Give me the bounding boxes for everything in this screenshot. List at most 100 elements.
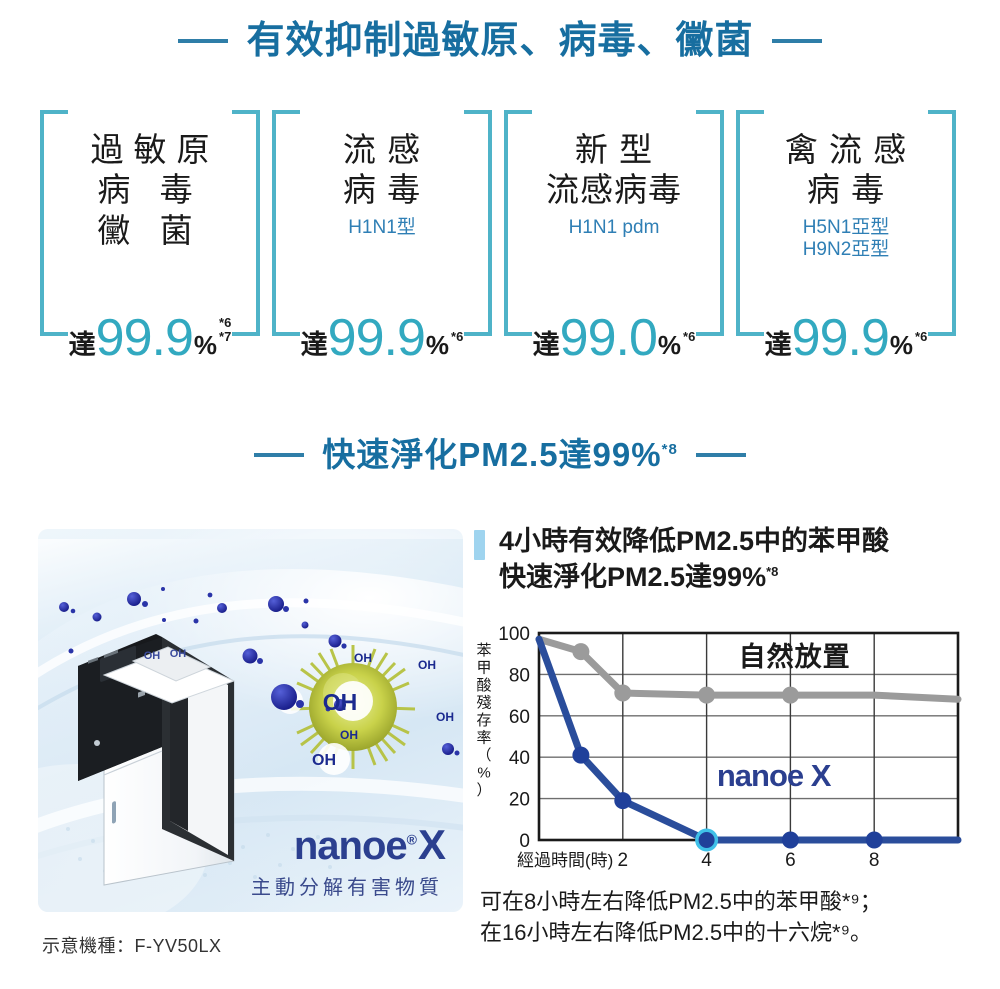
card-bracket: 新 型 流感病毒 H1N1 pdm	[504, 110, 724, 336]
bracket-right	[464, 110, 492, 336]
pm25-bullet-block: 4小時有效降低PM2.5中的苯甲酸 快速淨化PM2.5達99%*8	[474, 524, 994, 596]
svg-text:60: 60	[509, 707, 530, 728]
card-bracket: 流 感 病 毒 H1N1型	[272, 110, 492, 336]
svg-text:（: （	[476, 747, 491, 764]
card-bracket: 過敏原 病 毒 黴 菌	[40, 110, 260, 336]
svg-text:0: 0	[519, 831, 530, 852]
percentage-footnote-ref: *6	[683, 329, 696, 345]
svg-text:存: 存	[476, 712, 491, 729]
footnote-line-1: 可在8小時左右降低PM2.5中的苯甲酸*⁹；	[480, 889, 882, 914]
percentage-prefix: 達	[764, 329, 792, 360]
footnote-line-2: 在16小時左右降低PM2.5中的十六烷*⁹。	[480, 920, 873, 946]
svg-text:%: %	[477, 765, 490, 782]
oh-labels: OH OH OH OH OH OH OH OH	[144, 648, 454, 769]
headline-dash-left	[178, 39, 229, 43]
headline-2-text: 快速淨化PM2.5達99%*8	[322, 438, 678, 471]
card-percentage: 達 99.9 % *6 *7	[40, 309, 260, 367]
svg-text:40: 40	[509, 748, 530, 769]
card-title: 禽 流 感 病 毒	[784, 131, 908, 209]
percentage-prefix: 達	[300, 329, 328, 360]
card-title: 過敏原 病 毒 黴 菌	[90, 131, 220, 249]
virus-card-allergen: 過敏原 病 毒 黴 菌 達 99.9 % *6 *7	[40, 110, 260, 364]
svg-text:2: 2	[618, 850, 629, 870]
nanoe-x-letter: X	[417, 821, 446, 868]
bracket-left	[272, 110, 300, 336]
percentage-value: 99.9	[95, 309, 194, 367]
virus-card-avian-influenza: 禽 流 感 病 毒 H5N1亞型 H9N2亞型 達 99.9 % *6	[736, 110, 956, 364]
bullet-line-2-text: 快速淨化PM2.5達99%	[499, 561, 767, 592]
svg-text:OH: OH	[312, 752, 336, 769]
svg-text:OH: OH	[144, 650, 161, 662]
headline-dash-right	[695, 452, 746, 457]
percentage-footnote-ref: *6 *7	[219, 315, 232, 345]
bullet-accent-bar	[474, 530, 485, 560]
svg-text:8: 8	[869, 850, 880, 870]
percentage-value: 99.9	[327, 309, 426, 367]
svg-text:4: 4	[701, 850, 712, 870]
percentage-value: 99.9	[791, 309, 890, 367]
headline-pm25-section: 快速淨化PM2.5達99%*8	[0, 438, 1000, 471]
headline-dash-left	[254, 452, 305, 457]
card-subtitle: H5N1亞型 H9N2亞型	[802, 216, 890, 260]
svg-text:OH: OH	[436, 710, 454, 724]
card-title: 新 型 流感病毒	[546, 131, 682, 209]
percentage-symbol: %	[425, 329, 450, 360]
headline-2-footnote-ref: *8	[661, 441, 678, 458]
nanoe-wordmark: nanoe	[293, 824, 408, 868]
percentage-footnote-ref: *6	[915, 329, 928, 345]
svg-text:OH: OH	[354, 651, 372, 665]
svg-text:20: 20	[509, 790, 530, 811]
svg-text:100: 100	[498, 624, 530, 645]
air-purifier-device	[78, 634, 236, 886]
card-percentage: 達 99.9 % *6	[736, 309, 956, 367]
svg-text:OH: OH	[170, 648, 187, 660]
svg-text:自然放置: 自然放置	[739, 641, 851, 672]
bracket-left	[504, 110, 532, 336]
registered-mark-icon: ®	[406, 831, 417, 848]
svg-text:酸: 酸	[476, 677, 491, 694]
bullet-line-2-footnote-ref: *8	[766, 563, 779, 579]
svg-text:率: 率	[476, 730, 491, 747]
bullet-line-2: 快速淨化PM2.5達99%*8	[499, 560, 994, 596]
percentage-symbol: %	[657, 329, 682, 360]
bracket-right	[928, 110, 956, 336]
bracket-left	[40, 110, 68, 336]
percentage-prefix: 達	[532, 329, 560, 360]
svg-text:OH: OH	[340, 728, 358, 742]
bracket-right	[232, 110, 260, 336]
svg-text:nanoe X: nanoe X	[717, 758, 832, 793]
benzoic-acid-decay-chart: 0 20 40 60 80 100 2 4 6 8 經過時間(時) 苯甲酸殘存率（%） 自然放置 nano…	[466, 620, 1000, 871]
bullet-line-1: 4小時有效降低PM2.5中的苯甲酸	[499, 526, 890, 556]
svg-text:OH: OH	[418, 658, 436, 672]
percentage-symbol: %	[193, 329, 218, 360]
svg-text:6: 6	[785, 850, 796, 870]
svg-text:經過時間(時): 經過時間(時)	[517, 851, 613, 870]
chart-footnote: 可在8小時左右降低PM2.5中的苯甲酸*⁹； 在16小時左右降低PM2.5中的十…	[480, 886, 1000, 948]
percentage-value: 99.0	[559, 309, 658, 367]
svg-text:）: ）	[476, 782, 491, 799]
product-image-panel: OH OH OH OH OH OH OH OH nanoe®X 主動分解有害物質	[38, 529, 463, 912]
headline-1-text: 有效抑制過敏原、病毒、黴菌	[246, 20, 754, 62]
card-percentage: 達 99.9 % *6	[272, 309, 492, 367]
card-title: 流 感 病 毒	[342, 131, 422, 209]
bracket-right	[696, 110, 724, 336]
headline-allergen-section: 有效抑制過敏原、病毒、黴菌	[0, 22, 1000, 60]
svg-text:甲: 甲	[476, 660, 491, 677]
svg-text:OH: OH	[323, 689, 358, 715]
card-bracket: 禽 流 感 病 毒 H5N1亞型 H9N2亞型	[736, 110, 956, 336]
percentage-footnote-ref: *6	[451, 329, 464, 345]
virus-card-list: 過敏原 病 毒 黴 菌 達 99.9 % *6 *7 流 感 病 毒 H1N1型	[40, 110, 965, 364]
product-illustration: OH OH OH OH OH OH OH OH	[38, 539, 463, 912]
product-model-caption: 示意機種：F-YV50LX	[42, 936, 222, 956]
virus-card-new-influenza: 新 型 流感病毒 H1N1 pdm 達 99.0 % *6	[504, 110, 724, 364]
svg-text:苯: 苯	[476, 642, 491, 659]
percentage-symbol: %	[889, 329, 914, 360]
percentage-prefix: 達	[68, 329, 96, 360]
nanoe-x-logo: nanoe®X	[293, 821, 446, 868]
card-subtitle: H1N1 pdm	[568, 216, 660, 238]
nanoe-tagline: 主動分解有害物質	[251, 877, 443, 899]
bracket-left	[736, 110, 764, 336]
headline-2-label: 快速淨化PM2.5達99%	[322, 436, 662, 473]
